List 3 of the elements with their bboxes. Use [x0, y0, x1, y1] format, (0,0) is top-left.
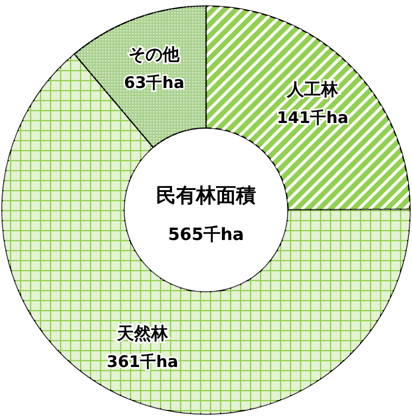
- data-label: 361千ha: [106, 352, 178, 372]
- slice-label: 天然林: [116, 324, 170, 344]
- text: 565千ha: [168, 225, 244, 245]
